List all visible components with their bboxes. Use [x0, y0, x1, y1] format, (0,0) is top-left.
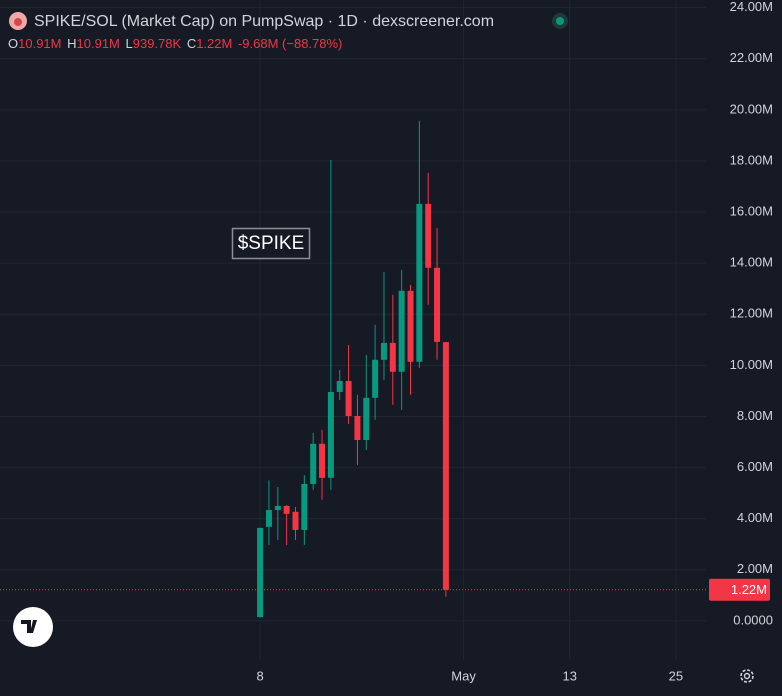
grid: [0, 0, 706, 660]
y-tick-label: 8.00M: [737, 408, 773, 423]
brand-logo-mark: [21, 620, 39, 633]
token-logo-inner: [14, 18, 22, 26]
x-tick-label: 13: [563, 668, 577, 683]
candle-body: [354, 415, 361, 440]
candle-body: [310, 443, 317, 484]
candle-body: [442, 342, 449, 590]
candle-body: [265, 510, 272, 527]
last-price-box: [709, 578, 770, 601]
candle-body: [407, 290, 414, 362]
candle-body: [425, 203, 432, 268]
legend-value: 939.78K: [133, 36, 182, 51]
y-tick-label: 2.00M: [737, 561, 773, 576]
candle-body: [345, 380, 352, 416]
y-tick-label: 4.00M: [737, 510, 773, 525]
candle-body: [301, 483, 308, 530]
candle-body: [380, 342, 387, 360]
legend-value: 10.91M: [18, 36, 61, 51]
candle-body: [327, 391, 334, 478]
plot-area: [257, 120, 449, 618]
candle-body: [336, 380, 343, 392]
y-tick-label: 12.00M: [730, 306, 773, 321]
candle-body: [434, 267, 441, 342]
y-tick-label: 22.00M: [730, 50, 773, 65]
annotation: $SPIKE: [238, 233, 305, 254]
x-tick-label: 25: [669, 668, 683, 683]
y-tick-label: 6.00M: [737, 459, 773, 474]
legend-value: 10.91M: [77, 36, 120, 51]
x-tick-label: May: [451, 668, 476, 683]
x-tick-label: 8: [256, 668, 263, 683]
chart-title: SPIKE/SOL (Market Cap) on PumpSwap · 1D …: [34, 13, 494, 30]
legend-label: H: [67, 36, 76, 51]
annotation-box: [231, 227, 311, 260]
y-tick-label: 10.00M: [730, 357, 773, 372]
legend-label: O: [8, 36, 18, 51]
legend-label: C: [187, 36, 196, 51]
candle-body: [398, 290, 405, 372]
candle-body: [416, 203, 423, 362]
candle-body: [274, 505, 281, 511]
candle-body: [257, 527, 264, 618]
y-tick-label: 14.00M: [730, 255, 773, 270]
y-tick-label: 16.00M: [730, 204, 773, 219]
candle-body: [363, 397, 370, 440]
change-value: -9.68M (−88.78%): [238, 36, 342, 51]
candle-body: [283, 505, 290, 514]
y-tick-label: 0.0000: [733, 612, 773, 627]
y-tick-label: 20.00M: [730, 101, 773, 116]
ohlc-legend: O10.91M H10.91M L939.78K C1.22M -9.68M (…: [8, 36, 342, 51]
legend-value: 1.22M: [196, 36, 232, 51]
legend-label: L: [126, 36, 133, 51]
y-tick-label: 18.00M: [730, 152, 773, 167]
candle-body: [292, 511, 299, 530]
candle-body: [372, 359, 379, 398]
last-price-label: 1.22M: [731, 582, 767, 597]
candle-body: [389, 342, 396, 372]
y-tick-label: 24.00M: [730, 0, 773, 14]
status-dot: [556, 17, 564, 25]
candle-body: [319, 443, 326, 478]
settings-button[interactable]: [740, 669, 754, 683]
